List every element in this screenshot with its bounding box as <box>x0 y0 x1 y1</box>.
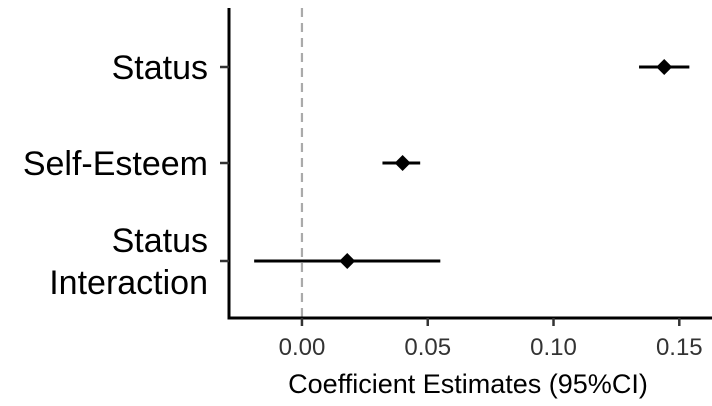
x-tick-label: 0.00 <box>279 334 326 361</box>
estimate-marker <box>394 155 411 171</box>
x-tick-label: 0.05 <box>404 334 451 361</box>
estimate-marker <box>339 253 356 269</box>
y-category-label: Status <box>112 49 208 87</box>
x-tick-label: 0.10 <box>530 334 577 361</box>
x-tick-label: 0.15 <box>656 334 703 361</box>
x-axis-title: Coefficient Estimates (95%CI) <box>288 369 648 399</box>
plot-layer: 0.00 0.05 0.10 0.15 Status Self-Esteem Status I… <box>23 8 712 361</box>
estimate-marker <box>656 59 673 75</box>
y-category-label: Self-Esteem <box>23 145 208 183</box>
y-category-label: Interaction <box>49 264 208 302</box>
y-category-label: Status <box>112 222 208 260</box>
